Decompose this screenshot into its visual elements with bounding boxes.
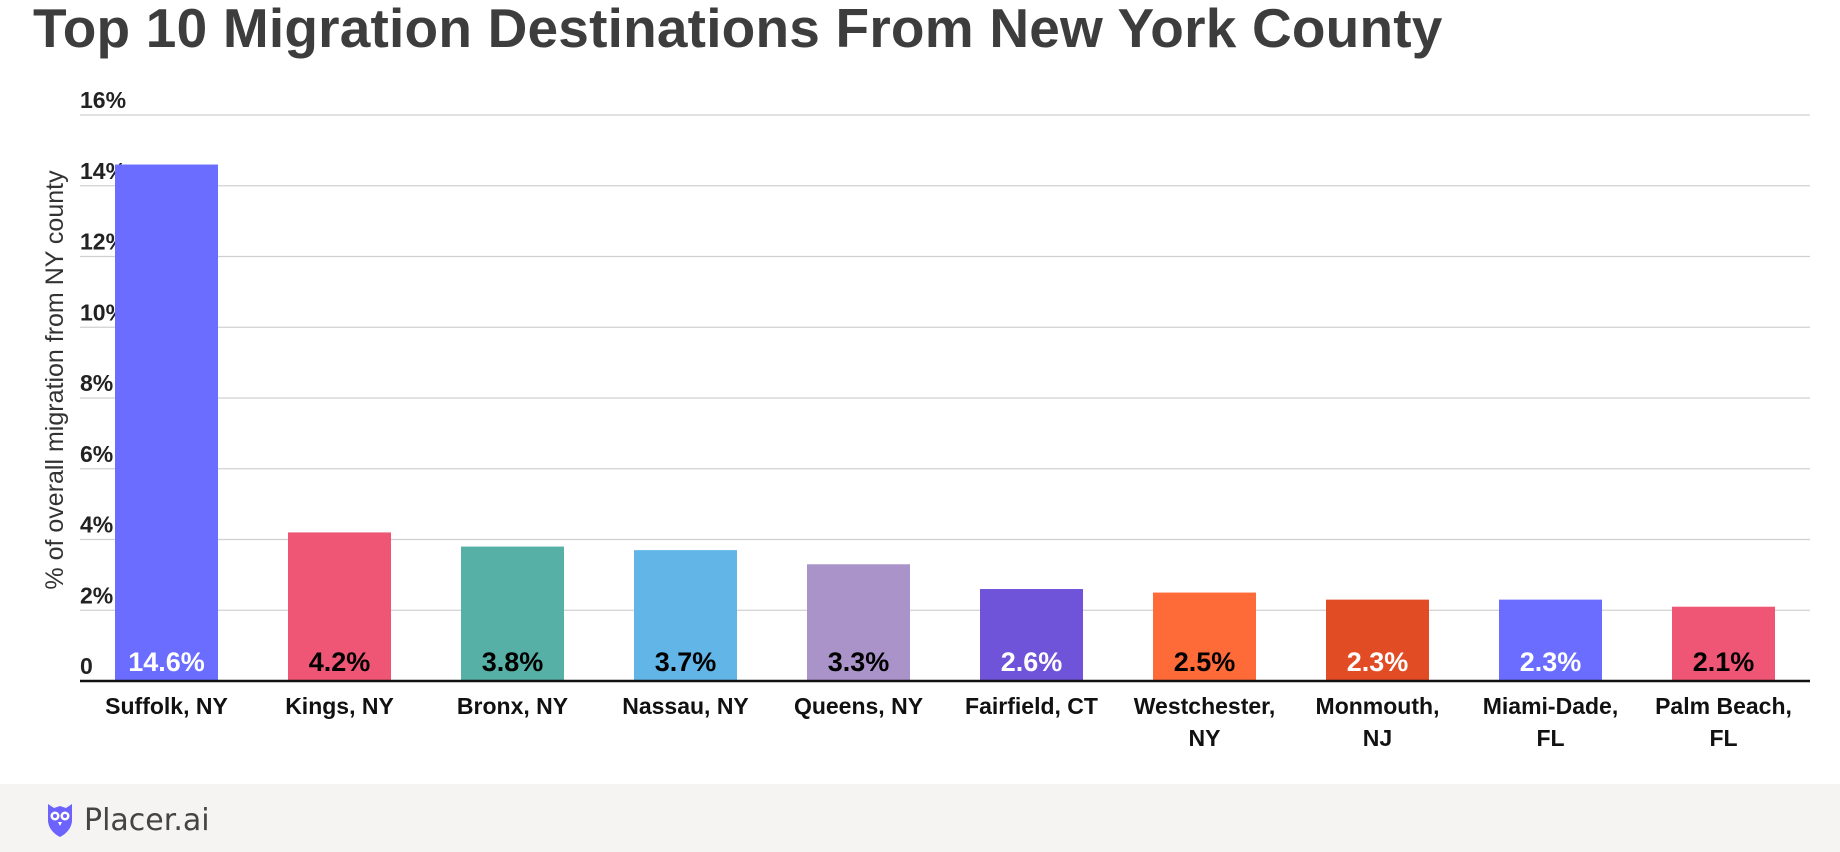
owl-logo-icon — [44, 798, 76, 843]
x-category-label: Monmouth, — [1316, 693, 1440, 719]
x-category-label: NJ — [1363, 725, 1392, 751]
bar — [288, 532, 391, 681]
y-tick-label: 2% — [80, 582, 113, 608]
bar-chart: 02%4%6%8%10%12%14%16% % of overall migra… — [41, 87, 1810, 751]
data-label: 2.6% — [1001, 647, 1063, 677]
x-category-label: Bronx, NY — [457, 693, 568, 719]
y-tick-label: 8% — [80, 370, 113, 396]
chart-title: Top 10 Migration Destinations From New Y… — [33, 0, 1443, 59]
bar — [1672, 606, 1775, 681]
bar — [807, 564, 910, 681]
y-tick-label: 16% — [80, 87, 126, 113]
data-label: 3.3% — [828, 647, 890, 677]
x-category-label: Queens, NY — [794, 693, 923, 719]
data-label: 3.8% — [482, 647, 544, 677]
data-label: 14.6% — [128, 647, 205, 677]
y-tick-label: 0 — [80, 653, 93, 679]
x-category-label: FL — [1709, 725, 1737, 751]
x-category-label: Suffolk, NY — [105, 693, 228, 719]
data-label: 2.5% — [1174, 647, 1236, 677]
x-category-label: NY — [1189, 725, 1221, 751]
bar — [1326, 599, 1429, 681]
brand: Placer.ai — [44, 798, 210, 843]
bar — [115, 164, 218, 681]
data-label: 4.2% — [309, 647, 371, 677]
x-category-label: Nassau, NY — [622, 693, 749, 719]
data-label: 2.3% — [1520, 647, 1582, 677]
bar — [634, 550, 737, 681]
y-tick-label: 6% — [80, 441, 113, 467]
x-category-label: Palm Beach, — [1655, 693, 1792, 719]
footer: Placer.ai — [0, 784, 1840, 852]
data-label: 2.3% — [1347, 647, 1409, 677]
x-category-label: Kings, NY — [285, 693, 394, 719]
data-labels: 14.6% 4.2% 3.8% 3.7% 3.3% 2.6% 2.5% 2.3% 2.3% 2.1… — [128, 647, 1754, 677]
x-category-label: Westchester, — [1134, 693, 1275, 719]
x-axis-categories: Suffolk, NY Kings, NY Bronx, NY Nassau, NY Q… — [105, 693, 1792, 751]
data-label: 3.7% — [655, 647, 717, 677]
x-category-label: FL — [1536, 725, 1564, 751]
bar — [1153, 592, 1256, 681]
x-category-label: Fairfield, CT — [965, 693, 1098, 719]
bar — [1499, 599, 1602, 681]
y-axis-label: % of overall migration from NY county — [41, 170, 69, 590]
bar — [461, 546, 564, 681]
bars — [115, 164, 1775, 681]
x-category-label: Miami-Dade, — [1483, 693, 1618, 719]
data-label: 2.1% — [1693, 647, 1755, 677]
y-tick-label: 4% — [80, 512, 113, 538]
brand-name: Placer.ai — [84, 803, 210, 838]
bar — [980, 589, 1083, 681]
